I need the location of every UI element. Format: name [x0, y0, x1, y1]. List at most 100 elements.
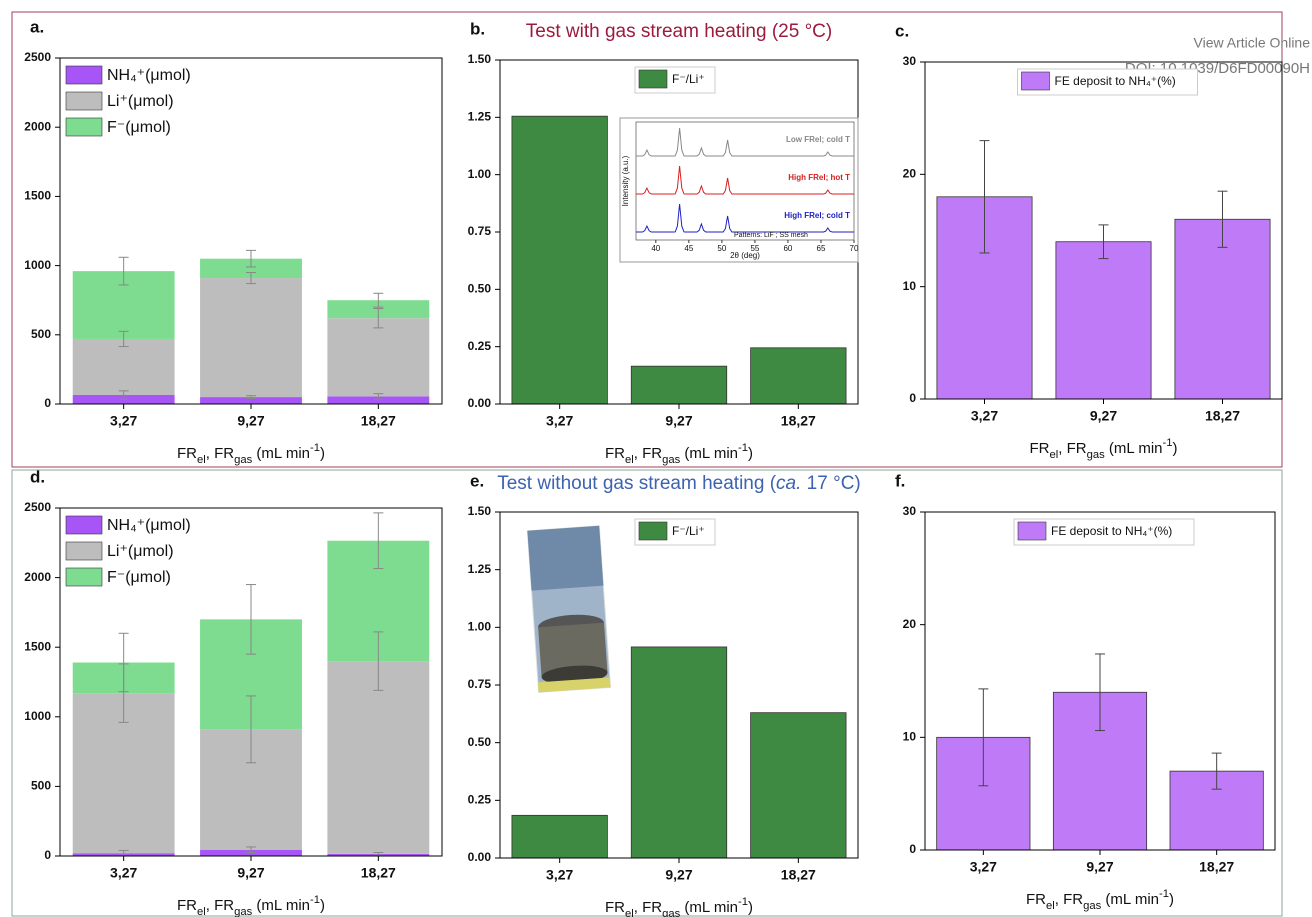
text-part: ca.	[776, 473, 801, 494]
photo-inset	[526, 525, 612, 693]
row-frame	[11, 469, 1283, 917]
y-tick-label: 0	[44, 848, 51, 862]
legend-label: FE deposit to NH₄⁺(%)	[1051, 524, 1172, 538]
text-part: (mL min	[680, 899, 738, 916]
x-tick-label: 3,27	[546, 867, 573, 883]
legend-label: FE deposit to NH₄⁺(%)	[1055, 74, 1176, 88]
x-axis-label: FRel, FRgas (mL min-1)	[605, 442, 753, 466]
y-tick-label: 1500	[24, 189, 51, 203]
text-part: FR	[177, 897, 197, 914]
x-tick-label: 9,27	[237, 865, 264, 881]
legend-swatch	[65, 567, 103, 587]
text-part: FR	[1026, 891, 1046, 908]
text-part: -1	[738, 442, 748, 454]
photo	[527, 525, 604, 591]
legend-swatch	[65, 515, 103, 535]
inset-x-tick-label: 40	[651, 244, 660, 253]
text-part: FR	[605, 899, 625, 916]
legend-label: F⁻/Li⁺	[672, 72, 705, 86]
text-part: , FR	[634, 899, 662, 916]
text-part: -1	[1159, 888, 1169, 900]
text-part: , FR	[206, 445, 234, 462]
inset-note: Patterns: LiF ; SS mesh	[734, 232, 808, 239]
text-part: gas	[234, 906, 253, 917]
text-part: , FR	[1055, 891, 1083, 908]
y-tick-label: 2500	[24, 500, 51, 514]
text-part: el	[625, 454, 634, 466]
text-part: )	[320, 897, 325, 914]
legend-label: NH₄⁺(μmol)	[107, 517, 191, 534]
legend-label: F⁻(μmol)	[107, 119, 171, 136]
x-axis-label: FRel, FRgas (mL min-1)	[605, 896, 753, 917]
x-axis-label: FRel, FRgas (mL min-1)	[1026, 888, 1174, 912]
x-tick-label: 18,27	[1199, 859, 1234, 875]
legend-label: F⁻(μmol)	[107, 569, 171, 586]
bar-segment	[200, 258, 302, 279]
legend-swatch	[638, 69, 668, 89]
inset-trace	[636, 203, 854, 233]
text-part: -1	[1163, 437, 1173, 449]
text-part: )	[748, 899, 753, 916]
text-part: FR	[1029, 440, 1049, 457]
bar-segment	[200, 397, 302, 404]
panel-label: d.	[30, 467, 45, 486]
legend-swatch	[1021, 71, 1050, 91]
x-tick-label: 3,27	[110, 865, 137, 881]
y-tick-label: 2500	[24, 50, 51, 64]
text-part: gas	[1083, 900, 1102, 912]
text-part: el	[1046, 900, 1055, 912]
y-tick-label: 0.25	[468, 339, 492, 353]
view-article-link[interactable]: View Article Online	[1194, 35, 1311, 51]
x-tick-label: 3,27	[970, 859, 997, 875]
y-tick-label: 0.25	[468, 793, 492, 807]
text-part: gas	[1087, 449, 1106, 461]
inset-trace-label: Low FRel; cold T	[786, 135, 850, 144]
y-tick-label: 0.75	[468, 224, 492, 238]
y-tick-label: 0.50	[468, 735, 492, 749]
text-part: 17 °C)	[801, 473, 860, 494]
photo	[538, 622, 608, 678]
x-axis-label: FRel, FRgas (mL min-1)	[177, 442, 325, 466]
bar-segment	[200, 278, 302, 398]
x-tick-label: 18,27	[361, 865, 396, 881]
x-axis-label: FRel, FRgas (mL min-1)	[177, 894, 325, 917]
y-tick-label: 1.25	[468, 110, 492, 124]
chart-title: Test without gas stream heating (ca. 17 …	[497, 473, 861, 494]
x-tick-label: 18,27	[1205, 408, 1240, 424]
x-tick-label: 9,27	[1090, 408, 1117, 424]
x-tick-label: 3,27	[546, 413, 573, 429]
text-part: -1	[310, 894, 320, 906]
y-tick-label: 20	[903, 617, 917, 631]
y-tick-label: 1000	[24, 709, 51, 723]
x-tick-label: 18,27	[781, 867, 816, 883]
text-part: , FR	[1058, 440, 1086, 457]
bar-segment	[72, 338, 175, 396]
text-part: Test without gas stream heating (	[497, 473, 776, 494]
x-tick-label: 9,27	[237, 413, 264, 429]
bar	[750, 347, 847, 405]
y-tick-label: 2000	[24, 119, 51, 133]
inset-x-label: 2θ (deg)	[730, 251, 760, 260]
x-tick-label: 9,27	[1086, 859, 1113, 875]
text-part: (mL min	[252, 445, 310, 462]
legend-swatch	[65, 541, 103, 561]
y-tick-label: 1.00	[468, 620, 492, 634]
y-tick-label: 0	[44, 396, 51, 410]
inset-x-tick-label: 55	[750, 244, 759, 253]
bar	[511, 115, 608, 405]
y-tick-label: 1000	[24, 258, 51, 272]
y-tick-label: 0.00	[468, 850, 492, 864]
legend-label: Li⁺(μmol)	[107, 93, 174, 110]
inset-x-tick-label: 50	[717, 244, 726, 253]
x-tick-label: 9,27	[665, 867, 692, 883]
inset-trace	[636, 127, 854, 157]
y-tick-label: 1.00	[468, 167, 492, 181]
bar-segment	[327, 661, 430, 854]
panel-label: b.	[470, 19, 485, 38]
text-part: (mL min	[1101, 891, 1159, 908]
bar	[511, 814, 608, 859]
legend-swatch	[65, 65, 103, 85]
y-tick-label: 10	[903, 279, 917, 293]
